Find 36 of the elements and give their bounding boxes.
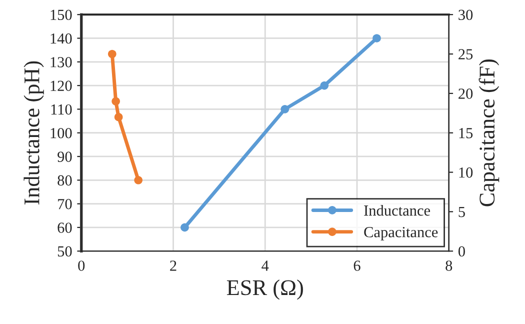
y-tick-label: 140 [50,33,72,44]
y-tick-label: 90 [58,152,72,162]
x-axis-title: ESR (Ω) [226,280,303,300]
y-tick-label: 60 [58,222,72,233]
x-tick-label: 6 [354,260,360,271]
y2-tick-label: 0 [458,246,465,257]
y2-tick-label: 15 [459,128,473,138]
point [320,81,329,90]
point [134,176,143,184]
y-tick-label: 130 [50,57,72,68]
point [372,34,381,42]
y-tick-label: 80 [58,175,72,186]
y-tick-label: 100 [50,128,72,138]
point [108,50,116,58]
y2-tick-label: 30 [458,10,473,20]
x-tick-label: 0 [78,260,85,271]
y2-tick-label: 5 [458,206,465,218]
x-tick-label: 4 [262,260,269,271]
y-tick-label: 70 [58,198,72,210]
point [280,105,290,114]
x-tick-label: 8 [446,260,452,271]
y-tick-label: 110 [51,104,72,115]
y-tick-label: 150 [50,10,72,20]
point [180,223,189,232]
y-tick-label: 50 [58,246,72,257]
legend-label: Inductance [364,204,430,216]
y2-tick-label: 25 [458,49,473,60]
y2-tick-label: 10 [459,167,473,178]
point [112,97,120,106]
y-axis-title: Inductance (pH) [24,61,44,205]
legend-label: Capacitance [364,227,438,240]
x-tick-label: 2 [170,260,176,271]
y-tick-label: 120 [50,80,72,91]
point [114,112,123,122]
y2-tick-label: 20 [458,88,473,99]
y2-axis-title: Capacitance (fF) [478,59,500,206]
